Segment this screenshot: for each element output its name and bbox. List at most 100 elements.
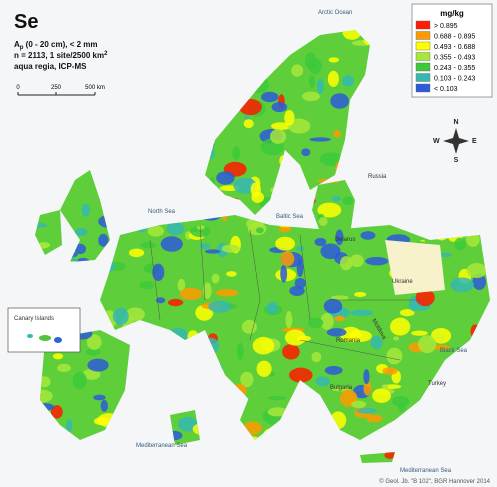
compass-letter: S xyxy=(454,157,459,164)
blob xyxy=(328,57,340,63)
header-line: Ap (0 - 20 cm), < 2 mm xyxy=(14,40,97,51)
compass-letter: E xyxy=(472,138,477,145)
place-label: Ukraine xyxy=(392,279,413,285)
blob xyxy=(86,348,101,356)
blob xyxy=(342,196,354,206)
place-label: Arctic Ocean xyxy=(318,10,352,16)
blob xyxy=(271,101,288,113)
blob xyxy=(301,148,311,157)
blob xyxy=(280,251,295,267)
place-label: Russia xyxy=(368,174,387,180)
text: n = 2113, 1 site/2500 km xyxy=(14,51,104,60)
blob xyxy=(240,371,254,388)
blob xyxy=(415,289,435,307)
blob xyxy=(282,344,300,360)
blob xyxy=(351,400,367,409)
blob xyxy=(268,395,287,401)
blob xyxy=(236,342,244,360)
header-line: n = 2113, 1 site/2500 km2 xyxy=(14,51,108,60)
scale-bar: 0 250 500 km xyxy=(16,85,105,96)
text: (0 - 20 cm), < 2 mm xyxy=(23,40,97,49)
blob xyxy=(356,407,377,414)
blob xyxy=(315,376,331,387)
compass: N E S W xyxy=(433,119,477,164)
blob xyxy=(439,252,452,258)
element-title: Se xyxy=(14,11,38,33)
blob xyxy=(93,417,110,426)
blob xyxy=(221,244,240,253)
blob xyxy=(280,264,288,283)
blob xyxy=(317,202,342,218)
blob xyxy=(308,58,322,75)
blob xyxy=(393,336,400,341)
blob xyxy=(333,130,341,138)
blob xyxy=(418,335,437,354)
blob xyxy=(177,278,186,292)
blob xyxy=(160,236,183,252)
compass-letter: W xyxy=(433,138,440,145)
blob xyxy=(278,225,292,233)
scale-label: 500 km xyxy=(85,85,105,91)
blob xyxy=(342,30,362,40)
blob xyxy=(241,319,257,334)
blob xyxy=(199,243,211,249)
scale-label: 250 xyxy=(51,85,62,91)
blob xyxy=(291,64,304,77)
blob xyxy=(349,254,364,268)
blob xyxy=(270,122,292,131)
blob xyxy=(430,327,452,344)
blob xyxy=(308,317,324,328)
blob xyxy=(466,262,487,279)
blob xyxy=(285,311,293,329)
blob xyxy=(360,231,376,240)
blob xyxy=(125,307,145,322)
blob xyxy=(314,237,327,247)
subscript: p xyxy=(20,45,24,51)
blob xyxy=(252,336,275,355)
blob xyxy=(331,196,341,202)
blob xyxy=(98,233,109,247)
legend-swatch xyxy=(415,41,431,51)
blob xyxy=(196,225,205,230)
blob xyxy=(370,335,383,350)
blob xyxy=(66,418,73,433)
place-label: Turkey xyxy=(428,381,446,387)
legend-label: 0.688 - 0.895 xyxy=(434,34,475,41)
blob xyxy=(330,295,349,301)
blob xyxy=(399,309,415,317)
credit: © Geol. Jb. "B 102", BGR Hannover 2014 xyxy=(379,478,490,485)
blob xyxy=(82,368,101,380)
inset-label: Canary Islands xyxy=(14,316,54,322)
blob xyxy=(324,365,343,375)
blob xyxy=(86,334,102,350)
blob xyxy=(139,280,155,290)
blob xyxy=(179,287,203,300)
blob xyxy=(350,309,374,317)
blob xyxy=(302,91,320,102)
blob xyxy=(384,451,396,459)
place-label: Mediterranean Sea xyxy=(400,468,452,474)
blob xyxy=(288,118,311,134)
blob xyxy=(326,328,347,337)
blob xyxy=(288,367,313,383)
blob xyxy=(284,329,306,346)
scale-label: 0 xyxy=(16,85,20,91)
blob xyxy=(267,407,288,417)
blob xyxy=(372,388,391,403)
blob xyxy=(342,75,355,87)
legend-label: < 0.103 xyxy=(434,86,458,93)
canary-inset: Canary Islands xyxy=(7,307,81,353)
blob xyxy=(318,216,328,226)
blob xyxy=(295,246,305,251)
blob xyxy=(167,298,184,307)
legend-swatch xyxy=(415,20,431,30)
blob xyxy=(255,227,264,234)
legend-unit: mg/kg xyxy=(440,9,464,18)
blob xyxy=(382,367,398,375)
blob xyxy=(147,225,165,237)
blob xyxy=(211,273,220,284)
place-label: Bulgaria xyxy=(330,385,353,391)
blob xyxy=(266,301,279,315)
blob xyxy=(309,137,331,142)
